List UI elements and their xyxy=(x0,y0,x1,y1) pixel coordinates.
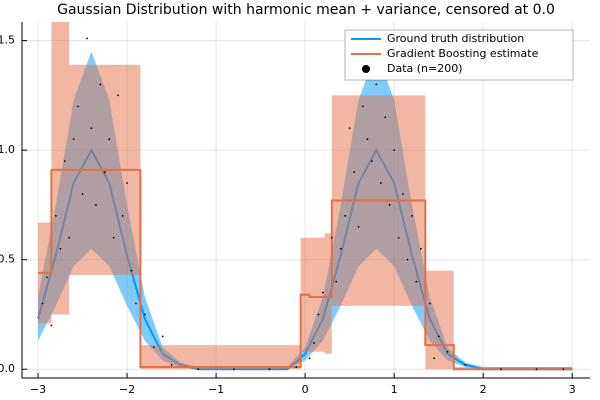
data-point xyxy=(411,214,413,217)
data-point xyxy=(59,247,62,250)
data-point xyxy=(335,280,338,283)
data-point xyxy=(353,171,355,173)
data-point xyxy=(348,127,351,130)
data-point xyxy=(46,276,48,279)
data-point xyxy=(500,368,502,371)
data-point xyxy=(313,342,315,344)
data-point xyxy=(397,236,400,239)
data-point xyxy=(72,138,75,141)
data-point xyxy=(54,214,57,217)
y-tick-label: 1.0 xyxy=(0,143,15,156)
data-point xyxy=(433,357,436,360)
data-point xyxy=(170,363,173,366)
data-point xyxy=(357,225,360,228)
data-point xyxy=(103,171,106,173)
data-point xyxy=(437,335,440,338)
data-point xyxy=(344,214,347,217)
data-point xyxy=(384,116,387,119)
y-tick-label: 0.5 xyxy=(0,253,15,266)
data-point xyxy=(268,368,271,371)
data-point xyxy=(86,37,88,40)
data-point xyxy=(112,236,115,239)
variance-band xyxy=(38,22,573,370)
x-tick-label: −3 xyxy=(30,383,46,396)
legend-label: Gradient Boosting estimate xyxy=(387,47,539,60)
data-point xyxy=(50,324,53,327)
data-point xyxy=(108,138,111,141)
data-point xyxy=(317,313,320,316)
data-point xyxy=(143,313,146,316)
data-point xyxy=(366,138,369,141)
data-point xyxy=(446,350,449,353)
data-point xyxy=(81,193,84,195)
data-point xyxy=(94,204,97,206)
legend-swatch xyxy=(362,65,370,73)
series-line xyxy=(38,168,573,371)
plot-area xyxy=(37,22,573,371)
x-tick-label: 1 xyxy=(391,383,398,396)
data-point xyxy=(379,182,382,184)
x-tick-label: 0 xyxy=(302,383,309,396)
data-point xyxy=(330,236,333,239)
legend-label: Data (n=200) xyxy=(387,62,463,75)
data-point xyxy=(362,105,364,108)
data-point xyxy=(99,83,102,86)
data-point xyxy=(419,247,422,250)
data-point xyxy=(308,357,311,360)
data-point xyxy=(562,368,565,371)
data-point xyxy=(197,368,200,371)
data-point xyxy=(41,302,44,305)
data-point xyxy=(126,182,128,184)
data-point xyxy=(406,258,409,261)
y-tick-label: 1.5 xyxy=(0,34,15,47)
data-point xyxy=(428,302,431,305)
data-point xyxy=(232,368,235,371)
data-point xyxy=(415,280,418,283)
data-point xyxy=(388,204,391,206)
data-point xyxy=(121,214,124,217)
legend-box xyxy=(344,29,574,81)
data-point xyxy=(535,368,538,371)
chart-title: Gaussian Distribution with harmonic mean… xyxy=(57,2,555,18)
data-point xyxy=(130,269,133,272)
data-point xyxy=(375,83,378,86)
data-point xyxy=(68,236,71,239)
data-point xyxy=(152,346,155,349)
x-tick-label: −1 xyxy=(208,383,224,396)
data-point xyxy=(402,193,404,195)
data-point xyxy=(63,160,66,163)
data-point xyxy=(393,149,396,152)
data-point xyxy=(339,247,342,250)
y-tick-label: 0.0 xyxy=(0,362,15,375)
data-point xyxy=(161,335,164,338)
legend-label: Ground truth distribution xyxy=(387,32,524,45)
data-point xyxy=(295,366,298,368)
data-point xyxy=(370,160,373,163)
data-point xyxy=(77,105,79,108)
data-point xyxy=(90,127,93,130)
data-point xyxy=(135,302,137,305)
x-tick-label: 2 xyxy=(480,383,487,396)
data-point xyxy=(464,363,467,366)
data-point xyxy=(117,94,120,97)
x-tick-label: −2 xyxy=(119,383,135,396)
data-point xyxy=(322,291,324,294)
x-tick-label: 3 xyxy=(569,383,576,396)
